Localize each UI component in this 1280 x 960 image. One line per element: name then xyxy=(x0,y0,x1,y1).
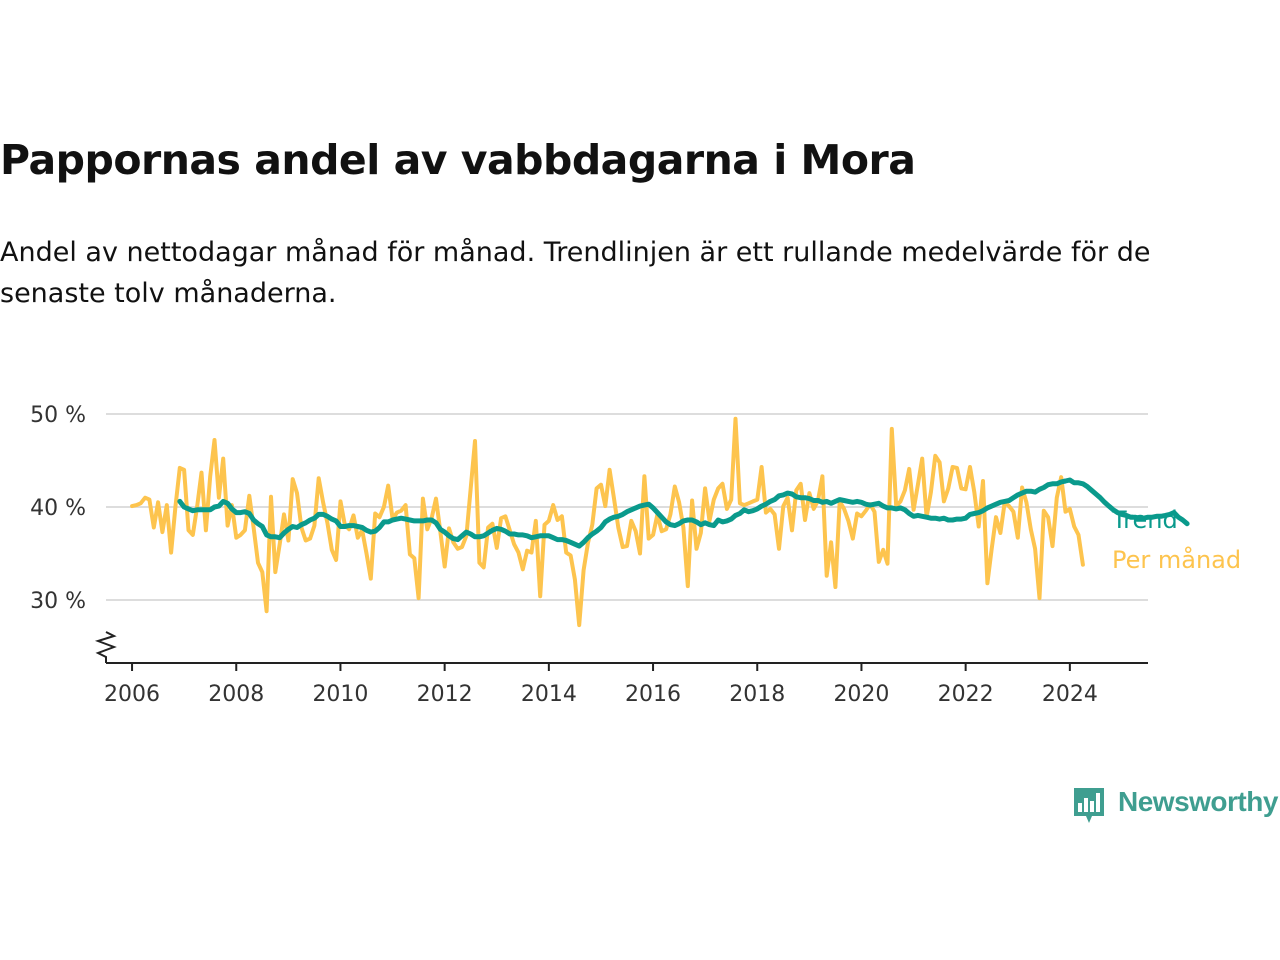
legend-label: Trend xyxy=(1111,506,1178,534)
x-tick-label: 2014 xyxy=(521,682,577,707)
series-line xyxy=(130,416,1085,628)
newsworthy-logo[interactable]: Newsworthy xyxy=(1072,784,1278,828)
y-tick-label: 30 % xyxy=(30,589,86,614)
x-tick-label: 2018 xyxy=(729,682,785,707)
bar-chart-speech-icon xyxy=(1074,788,1104,823)
x-tick-label: 2006 xyxy=(104,682,160,707)
chart-subtitle: Andel av nettodagar månad för månad. Tre… xyxy=(0,237,1151,309)
x-tick-label: 2022 xyxy=(938,682,994,707)
series-lines xyxy=(130,416,1190,628)
x-axis: 2006 2008 2010 2012 2014 2016 2018 2020 2022 2024 xyxy=(94,631,1148,707)
x-tick-label: 2012 xyxy=(417,682,473,707)
axis-break-icon xyxy=(94,631,117,663)
x-tick-label: 2020 xyxy=(833,682,889,707)
x-tick-label: 2016 xyxy=(625,682,681,707)
brand-name: Newsworthy xyxy=(1118,786,1278,817)
x-tick-label: 2024 xyxy=(1042,682,1098,707)
legend-label: Per månad xyxy=(1112,545,1241,574)
inline-legend: Per månad Trend xyxy=(1111,506,1241,574)
series-line xyxy=(177,477,1190,549)
chart-title: Pappornas andel av vabbdagarna i Mora xyxy=(0,136,916,184)
y-tick-label: 50 % xyxy=(30,403,86,428)
x-tick-label: 2010 xyxy=(312,682,368,707)
line-chart: 30 % 40 % 50 % 2006 2008 2010 2012 2014 2016 201… xyxy=(30,403,1241,707)
y-tick-label: 40 % xyxy=(30,496,86,521)
x-tick-label: 2008 xyxy=(208,682,264,707)
y-axis-labels: 30 % 40 % 50 % xyxy=(30,403,86,614)
